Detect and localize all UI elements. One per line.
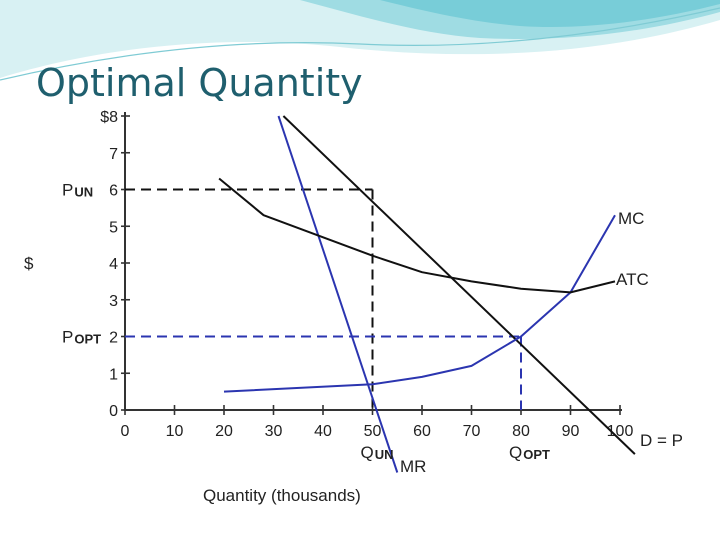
y-tick-label: 7	[109, 146, 118, 163]
y-tick-label: 4	[109, 256, 118, 273]
annotation-labels: D = P MR MC ATC PUN POPT QUN QOPT	[62, 181, 683, 477]
x-tick-label: 0	[121, 423, 130, 440]
y-tick-label: 0	[109, 403, 118, 420]
label-popt: POPT	[62, 328, 101, 347]
y-tick-label: 1	[109, 366, 118, 383]
series-mc-line	[223, 214, 616, 393]
y-axis-label: $	[24, 254, 34, 273]
series-d-p-line	[282, 115, 636, 455]
series-label-d-p: D = P	[640, 431, 683, 450]
slide-title: Optimal Quantity	[36, 61, 363, 105]
x-tick-label: 90	[562, 423, 580, 440]
x-tick-label: 10	[166, 423, 184, 440]
x-tick-label: 30	[265, 423, 283, 440]
x-axis-label: Quantity (thousands)	[203, 486, 361, 505]
x-tick-label: 20	[215, 423, 233, 440]
series-group	[218, 115, 636, 473]
y-tick-label: 5	[109, 219, 118, 236]
y-tick-label: 2	[109, 330, 118, 347]
y-tick-label: 6	[109, 183, 118, 200]
label-qopt: QOPT	[509, 443, 550, 462]
y-tick-label: 3	[109, 293, 118, 310]
x-tick-label: 70	[463, 423, 481, 440]
series-mr-line	[277, 115, 399, 473]
series-label-mr: MR	[400, 457, 426, 476]
x-tick-label: 100	[607, 423, 634, 440]
banner-wave-front	[380, 0, 720, 28]
header-banner	[0, 0, 720, 81]
y-tick-label: $8	[100, 109, 118, 126]
series-label-atc: ATC	[616, 270, 649, 289]
label-pun: PUN	[62, 181, 93, 200]
guide-lines	[125, 188, 522, 410]
x-tick-label: 50	[364, 423, 382, 440]
series-label-mc: MC	[618, 209, 644, 228]
x-tick-label: 80	[512, 423, 530, 440]
label-qun: QUN	[361, 443, 394, 462]
x-tick-label: 40	[314, 423, 332, 440]
x-ticks: 0 10 20 30 40 50 60 70 80 90 100	[121, 405, 634, 440]
series-atc-line	[218, 177, 616, 294]
x-tick-label: 60	[413, 423, 431, 440]
banner-line	[0, 7, 720, 81]
